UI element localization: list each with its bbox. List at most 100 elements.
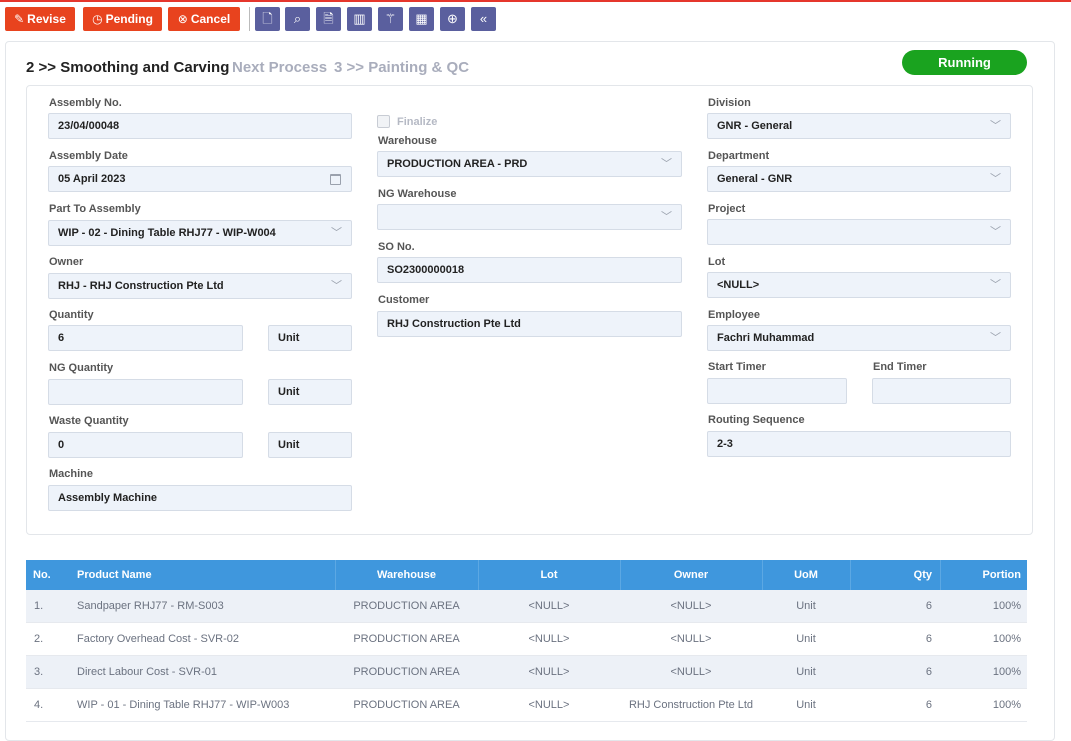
cell-lot: <NULL> (528, 666, 570, 678)
revise-button[interactable]: ✎ Revise (5, 7, 75, 31)
ng-warehouse-label: NG Warehouse (378, 188, 457, 200)
table-row[interactable]: 3. Direct Labour Cost - SVR-01 PRODUCTIO… (26, 656, 1027, 689)
employee-select[interactable]: Fachri Muhammad ﹀ (707, 325, 1011, 351)
routing-sequence-field[interactable]: 2-3 (707, 431, 1011, 457)
add-circle-icon[interactable]: ⊕ (440, 7, 465, 31)
so-no-field[interactable]: SO2300000018 (377, 257, 682, 283)
cell-uom: Unit (796, 600, 816, 612)
assembly-no-field[interactable]: 23/04/00048 (48, 113, 352, 139)
so-no-label: SO No. (378, 241, 415, 253)
cell-qty: 6 (925, 633, 932, 645)
cell-no: 3. (34, 666, 44, 678)
edit-icon: ✎ (14, 12, 25, 26)
cell-warehouse: PRODUCTION AREA (353, 633, 460, 645)
end-timer-label: End Timer (873, 361, 927, 373)
pending-button[interactable]: ◷ Pending (83, 7, 162, 31)
next-process-link[interactable]: 3 >> Painting & QC (334, 59, 470, 76)
cell-owner: <NULL> (670, 633, 712, 645)
chevron-down-icon: ﹀ (990, 332, 1001, 344)
lot-select[interactable]: <NULL> ﹀ (707, 272, 1011, 298)
machine-label: Machine (49, 468, 94, 480)
owner-select[interactable]: RHJ - RHJ Construction Pte Ltd ﹀ (48, 273, 352, 299)
table-header: No. Product Name Warehouse Lot Owner UoM… (26, 560, 1027, 590)
quantity-field[interactable]: 6 (48, 325, 243, 351)
new-document-icon[interactable]: 🗋 (255, 7, 280, 31)
waste-quantity-label: Waste Quantity (49, 415, 129, 427)
assembly-date-field[interactable]: 05 April 2023 (48, 166, 352, 192)
calendar-icon[interactable] (330, 174, 341, 185)
col-owner: Owner (673, 569, 709, 581)
cell-qty: 6 (925, 699, 932, 711)
toolbar-divider (249, 7, 250, 31)
ng-quantity-unit: Unit (268, 379, 352, 405)
table-row[interactable]: 4. WIP - 01 - Dining Table RHJ77 - WIP-W… (26, 689, 1027, 722)
cell-warehouse: PRODUCTION AREA (353, 666, 460, 678)
cancel-button[interactable]: ⊗ Cancel (168, 7, 240, 31)
cell-uom: Unit (796, 666, 816, 678)
machine-field[interactable]: Assembly Machine (48, 485, 352, 511)
table-row[interactable]: 2. Factory Overhead Cost - SVR-02 PRODUC… (26, 623, 1027, 656)
collapse-left-icon[interactable]: « (471, 7, 496, 31)
cell-portion: 100% (992, 600, 1021, 612)
customer-label: Customer (378, 294, 430, 306)
find-document-icon[interactable]: 🗎 (316, 7, 341, 31)
part-to-assembly-label: Part To Assembly (49, 203, 141, 215)
col-portion: Portion (982, 569, 1022, 581)
start-timer-field[interactable] (707, 378, 847, 404)
cell-owner: <NULL> (670, 666, 712, 678)
part-to-assembly-select[interactable]: WIP - 02 - Dining Table RHJ77 - WIP-W004… (48, 220, 352, 246)
chevron-down-icon: ﹀ (990, 279, 1001, 291)
division-label: Division (708, 97, 751, 109)
finalize-checkbox[interactable] (377, 115, 390, 128)
cell-product-name: WIP - 01 - Dining Table RHJ77 - WIP-W003 (77, 699, 290, 711)
cell-lot: <NULL> (528, 699, 570, 711)
division-select[interactable]: GNR - General ﹀ (707, 113, 1011, 139)
ng-quantity-field[interactable] (48, 379, 243, 405)
customer-field[interactable]: RHJ Construction Pte Ltd (377, 311, 682, 337)
cell-portion: 100% (992, 666, 1021, 678)
cell-product-name: Sandpaper RHJ77 - RM-S003 (77, 600, 224, 612)
col-product-name: Product Name (77, 569, 152, 581)
chevron-down-icon: ﹀ (661, 158, 672, 170)
cell-no: 2. (34, 633, 44, 645)
col-uom: UoM (794, 569, 818, 581)
next-process-label: Next Process (232, 59, 328, 76)
col-no: No. (33, 569, 51, 581)
cell-product-name: Direct Labour Cost - SVR-01 (77, 666, 217, 678)
quantity-unit: Unit (268, 325, 352, 351)
magic-wand-icon[interactable]: ⚚ (378, 7, 403, 31)
col-qty: Qty (913, 569, 932, 581)
col-divider (620, 560, 621, 590)
waste-quantity-field[interactable]: 0 (48, 432, 243, 458)
current-process: 2 >> Smoothing and Carving (26, 59, 230, 76)
chevron-down-icon: ﹀ (661, 211, 672, 223)
warehouse-select[interactable]: PRODUCTION AREA - PRD ﹀ (377, 151, 682, 177)
search-icon[interactable]: ⌕ (285, 7, 310, 31)
clock-icon: ◷ (92, 12, 103, 26)
chevron-down-icon: ﹀ (331, 227, 342, 239)
cell-no: 1. (34, 600, 44, 612)
assembly-date-label: Assembly Date (49, 150, 128, 162)
status-badge: Running (902, 50, 1027, 75)
department-label: Department (708, 150, 770, 162)
chevron-down-icon: ﹀ (331, 280, 342, 292)
cell-portion: 100% (992, 633, 1021, 645)
assembly-no-label: Assembly No. (49, 97, 122, 109)
cell-uom: Unit (796, 633, 816, 645)
table-row[interactable]: 1. Sandpaper RHJ77 - RM-S003 PRODUCTION … (26, 590, 1027, 623)
chevron-down-icon: ﹀ (990, 120, 1001, 132)
ng-quantity-label: NG Quantity (49, 362, 114, 374)
cell-no: 4. (34, 699, 44, 711)
cell-owner: RHJ Construction Pte Ltd (628, 699, 754, 711)
col-divider (850, 560, 851, 590)
cell-warehouse: PRODUCTION AREA (353, 699, 460, 711)
owner-label: Owner (49, 256, 84, 268)
barcode-icon[interactable]: ▥ (347, 7, 372, 31)
barcode-scan-icon[interactable]: ▦ (409, 7, 434, 31)
end-timer-field[interactable] (872, 378, 1011, 404)
chevron-down-icon: ﹀ (990, 173, 1001, 185)
project-select[interactable]: ﹀ (707, 219, 1011, 245)
ng-warehouse-select[interactable]: ﹀ (377, 204, 682, 230)
waste-quantity-unit: Unit (268, 432, 352, 458)
department-select[interactable]: General - GNR ﹀ (707, 166, 1011, 192)
